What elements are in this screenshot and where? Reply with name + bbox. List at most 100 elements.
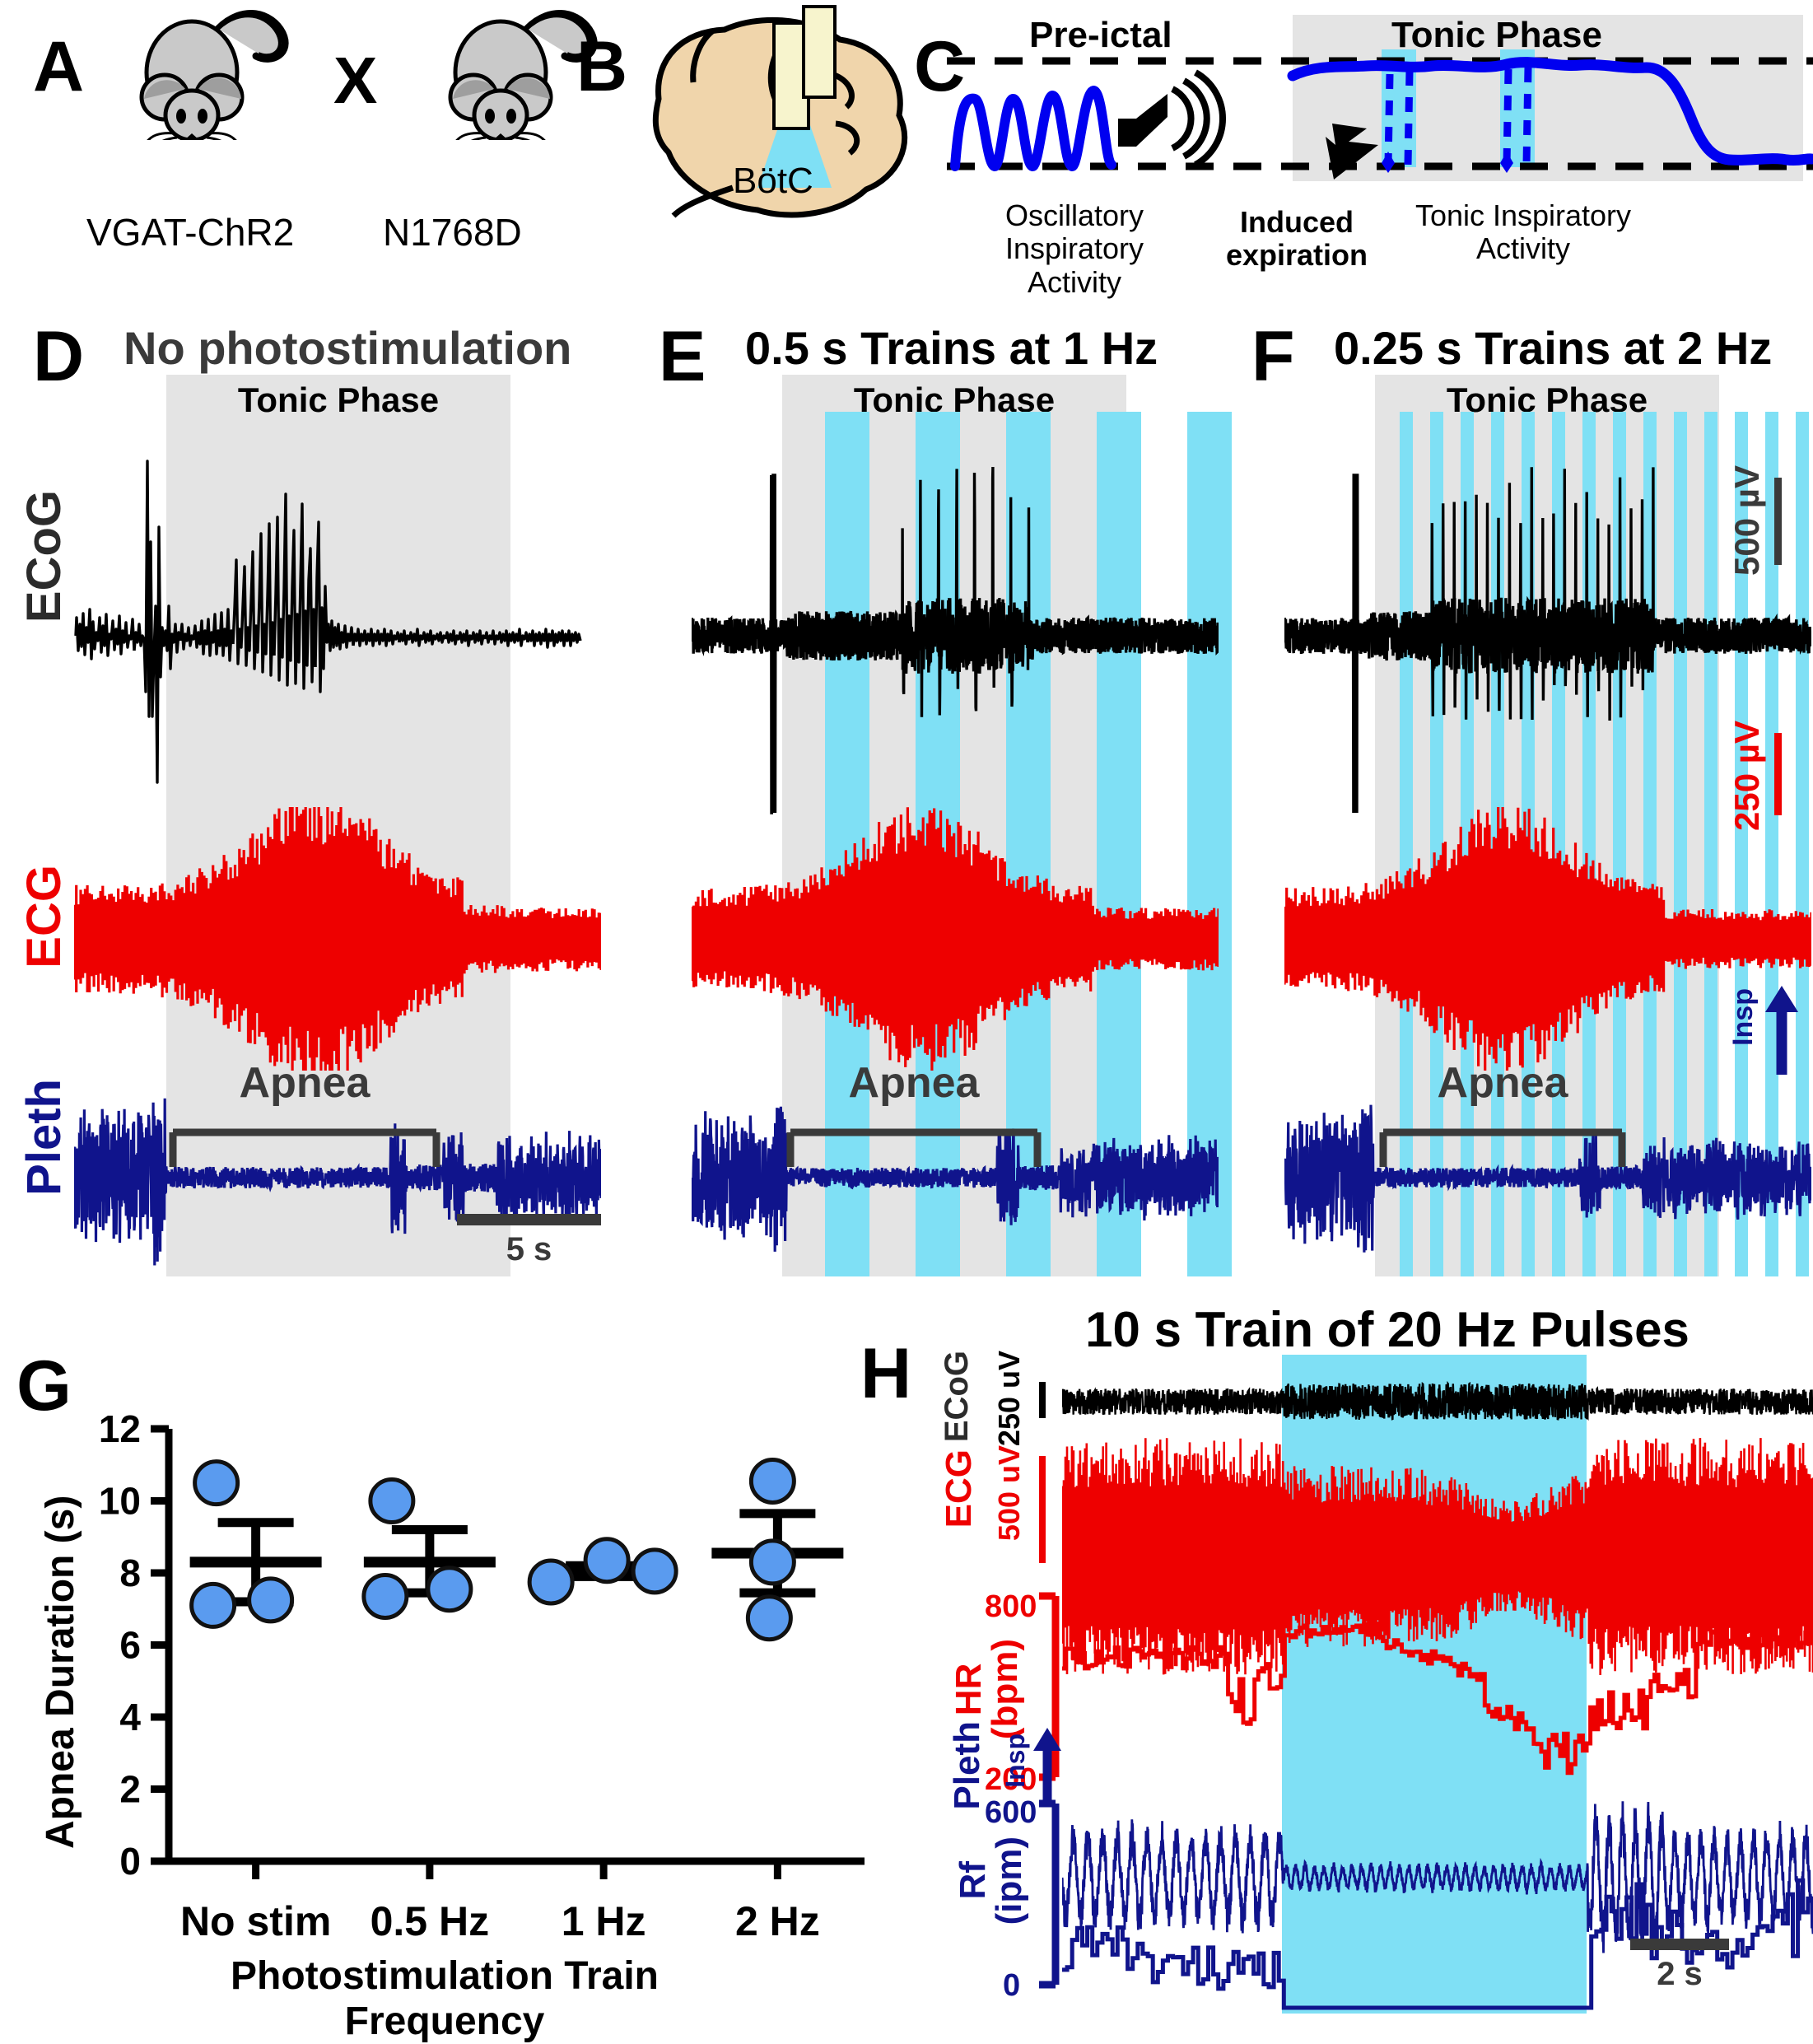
panel-h-rf-min-label: 0 xyxy=(1003,1968,1021,2003)
panel-h-ecg-scale-bar xyxy=(1039,1456,1046,1563)
panel-f-tonic-label: Tonic Phase xyxy=(1446,380,1648,419)
y-tick-label: 6 xyxy=(119,1624,141,1667)
chart-svg: 0 2 4 6 8 10 12 No stim 0.5 Hz 1 Hz 2 Hz xyxy=(99,1407,865,1944)
insp-arrow-icon xyxy=(1765,986,1798,1075)
panel-h-ecg-scale-label: 500 uV xyxy=(992,1445,1026,1542)
cross-symbol: X xyxy=(333,44,378,117)
panel-c-tonic-label: Tonic Phase xyxy=(1391,15,1602,55)
ecog-scale-label: 500 µV xyxy=(1727,465,1766,576)
channel-label-pleth: Pleth xyxy=(17,1079,71,1196)
light-stim-bar xyxy=(1796,412,1809,795)
apnea-duration-chart: 0 2 4 6 8 10 12 No stim 0.5 Hz 1 Hz 2 Hz xyxy=(0,1342,873,2023)
panel-d-pleth-trace xyxy=(74,1098,601,1266)
channel-label-ecg: ECG xyxy=(17,865,71,968)
panel-d-apnea-bracket xyxy=(169,1128,440,1167)
x-tick-label: 2 Hz xyxy=(735,1898,820,1944)
data-point xyxy=(426,1566,473,1613)
panel-h-ecg-label: ECG xyxy=(939,1449,979,1528)
panel-f-pleth-trace xyxy=(1284,1104,1811,1253)
panel-e-ecg-trace xyxy=(692,807,1219,1071)
channel-label-ecog: ECoG xyxy=(17,490,71,623)
panel-f-title: 0.25 s Trains at 2 Hz xyxy=(1334,322,1773,374)
panel-f-apnea-label: Apnea xyxy=(1437,1059,1568,1107)
x-tick-label: 0.5 Hz xyxy=(371,1898,490,1944)
panel-h-ecog-label: ECoG xyxy=(939,1351,975,1443)
x-axis-tick-labels: No stim 0.5 Hz 1 Hz 2 Hz xyxy=(180,1861,820,1944)
light-stim-bar xyxy=(1097,412,1141,795)
x-tick-label: 1 Hz xyxy=(562,1898,646,1944)
panel-h-light-bar xyxy=(1282,1355,1587,2014)
panel-h-rf-max-label: 600 xyxy=(985,1795,1037,1830)
panel-h-rf-axis xyxy=(1039,1799,1060,1989)
panel-d-title: No photostimulation xyxy=(124,322,572,374)
chart-series-groups xyxy=(189,1457,844,1642)
panel-h-hr-min-label: 200 xyxy=(985,1762,1037,1797)
brain-sagittal-icon xyxy=(652,5,908,218)
induced-expiration-label: Induced expiration xyxy=(1225,205,1368,273)
data-point xyxy=(368,1477,416,1524)
panel-g-letter: G xyxy=(16,1346,72,1426)
light-stim-bar xyxy=(1400,412,1413,795)
data-point xyxy=(527,1558,575,1606)
data-point xyxy=(361,1572,409,1620)
y-tick-label: 10 xyxy=(99,1480,141,1523)
data-point xyxy=(583,1537,631,1584)
panel-h-rf-label: Rf (ipm) xyxy=(953,1836,1029,1925)
data-point xyxy=(247,1576,295,1624)
preictal-label: Pre-ictal xyxy=(1029,15,1172,55)
data-point xyxy=(748,1457,796,1505)
y-axis-ticks: 0 2 4 6 8 10 12 xyxy=(99,1407,169,1883)
panel-h-insp-arrow-icon xyxy=(1033,1728,1061,1802)
light-stim-bar xyxy=(1704,412,1717,795)
panel-f-apnea-bracket xyxy=(1379,1128,1626,1167)
panel-h-ecog-scale-bar xyxy=(1039,1382,1046,1418)
oscillatory-label: Oscillatory Inspiratory Activity xyxy=(1004,198,1144,299)
mouse-icon xyxy=(139,10,289,140)
x-axis-title: Photostimulation Train Frequency xyxy=(230,1954,659,2043)
y-axis-title: Apnea Duration (s) xyxy=(39,1495,82,1849)
ecg-scale-bar xyxy=(1774,733,1782,815)
panel-c-letter: C xyxy=(914,27,965,106)
panel-h-hr-max-label: 800 xyxy=(985,1589,1037,1624)
light-stim-bar xyxy=(1187,412,1232,795)
mouse-icon xyxy=(448,10,598,140)
panel-a-letter: A xyxy=(33,27,84,106)
panel-f-ecg-trace xyxy=(1284,807,1811,1071)
data-point xyxy=(189,1581,237,1629)
time-scalebar-5s xyxy=(457,1214,601,1225)
tonic-inspiratory-label: Tonic Inspiratory Activity xyxy=(1415,198,1632,266)
ecg-scale-label: 250 µV xyxy=(1727,721,1766,831)
panel-h-pleth-label: Pleth xyxy=(947,1721,987,1810)
panel-b-letter: B xyxy=(576,27,627,106)
y-tick-label: 12 xyxy=(99,1407,141,1450)
scalebar-5s-label: 5 s xyxy=(506,1231,552,1267)
panel-e-apnea-bracket xyxy=(786,1128,1042,1167)
genotype-right-label: N1768D xyxy=(383,211,522,254)
y-tick-label: 4 xyxy=(119,1696,141,1738)
panel-h-insp-label: Insp xyxy=(1000,1734,1030,1788)
panel-d-ecog-trace xyxy=(74,460,582,784)
light-stim-bar xyxy=(1735,412,1748,795)
panel-e-pleth-trace xyxy=(692,1106,1219,1252)
botc-label: BötC xyxy=(733,161,813,201)
x-tick-label: No stim xyxy=(180,1898,331,1944)
panel-h-title: 10 s Train of 20 Hz Pulses xyxy=(1085,1302,1689,1357)
panel-c-trace xyxy=(947,49,1813,181)
panel-e-apnea-label: Apnea xyxy=(848,1059,980,1107)
panel-e-title: 0.5 s Trains at 1 Hz xyxy=(745,322,1158,374)
genotype-left-label: VGAT-ChR2 xyxy=(86,211,295,254)
y-tick-label: 2 xyxy=(119,1768,141,1811)
panel-e-ecog-trace xyxy=(692,466,1219,814)
panel-d-tonic-shade xyxy=(166,375,510,795)
panel-h-ecog-scale-label: 250 uV xyxy=(992,1351,1026,1447)
light-stim-bar xyxy=(825,412,869,795)
panel-h-letter: H xyxy=(860,1334,911,1413)
panel-f-ecog-trace xyxy=(1284,467,1811,814)
time-scalebar-2s xyxy=(1630,1939,1729,1950)
data-point xyxy=(631,1547,678,1595)
data-point xyxy=(748,1538,796,1586)
panel-h-traces xyxy=(1062,1380,1813,2010)
panel-d-letter: D xyxy=(33,317,84,396)
ecog-scale-bar xyxy=(1774,478,1782,565)
panel-d-ecg-trace xyxy=(74,807,601,1071)
